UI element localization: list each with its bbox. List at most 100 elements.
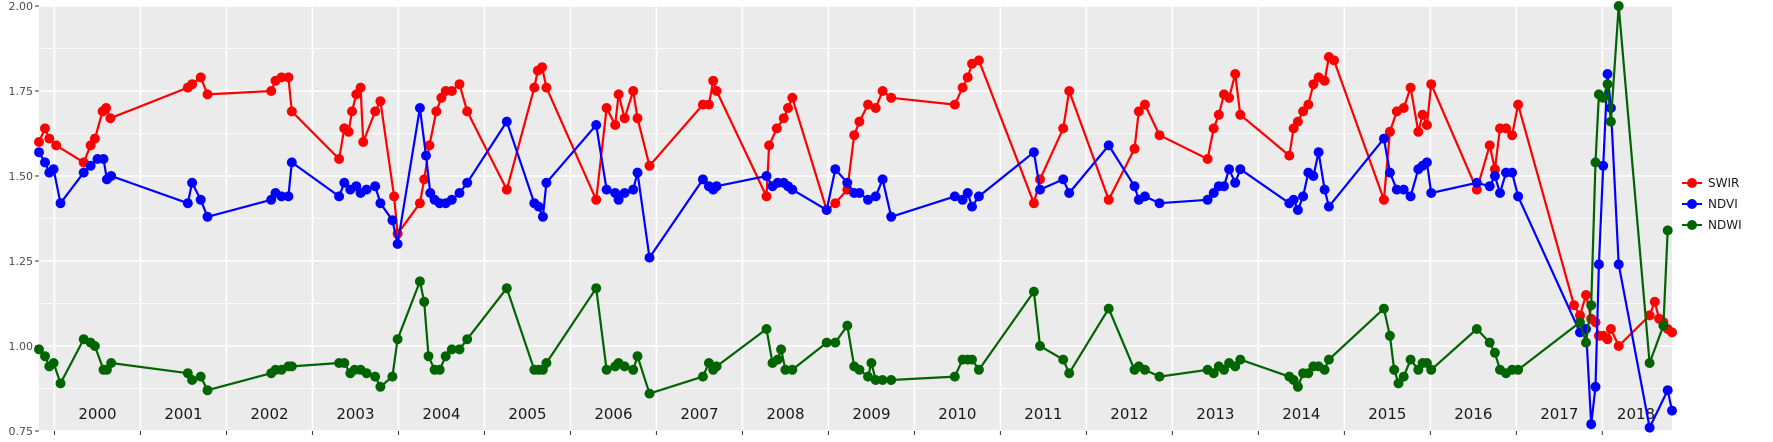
year-label: 2014: [1282, 405, 1320, 423]
data-point-ndvi: [501, 116, 512, 127]
data-point-ndvi: [537, 211, 548, 222]
data-point-swir: [1139, 99, 1150, 110]
data-point-ndwi: [34, 344, 44, 355]
data-point-swir: [454, 79, 465, 90]
data-point-ndvi: [711, 181, 722, 192]
data-point-ndvi: [1495, 188, 1505, 198]
grid-lines: [39, 5, 1672, 432]
data-point-ndwi: [1644, 358, 1655, 368]
year-label: 2010: [938, 405, 976, 423]
data-point-ndvi: [48, 164, 59, 175]
data-point-ndvi: [446, 194, 457, 205]
data-point-ndvi: [1471, 177, 1482, 188]
data-point-ndvi: [1064, 188, 1075, 198]
data-point-ndwi: [195, 371, 206, 382]
data-point-swir: [501, 184, 512, 195]
data-point-swir: [105, 113, 116, 124]
data-point-ndwi: [434, 364, 445, 375]
data-point-swir: [375, 96, 386, 107]
data-point-swir: [1613, 341, 1624, 351]
data-point-ndvi: [1308, 171, 1319, 181]
data-point-ndwi: [644, 388, 655, 399]
data-point-swir: [462, 106, 473, 117]
data-point-swir: [1378, 194, 1389, 205]
data-point-swir: [1405, 82, 1416, 93]
data-point-ndwi: [1471, 324, 1482, 334]
data-point-ndwi: [1389, 364, 1400, 375]
data-point-ndwi: [821, 337, 832, 348]
data-point-ndvi: [949, 191, 960, 202]
data-point-ndvi: [1058, 174, 1069, 185]
data-point-swir: [446, 86, 457, 96]
data-point-swir: [1298, 106, 1309, 117]
data-point-ndvi: [613, 194, 624, 205]
data-point-swir: [1129, 143, 1140, 154]
data-point-ndvi: [1224, 164, 1235, 175]
data-point-swir: [1417, 109, 1428, 120]
data-point-swir: [711, 86, 722, 96]
data-point-swir: [632, 113, 643, 124]
data-point-swir: [266, 86, 277, 96]
data-point-swir: [628, 86, 639, 96]
data-point-swir: [1329, 55, 1339, 66]
data-point-ndvi: [1319, 184, 1330, 195]
legend-label-ndvi: NDVI: [1708, 197, 1738, 211]
data-point-ndwi: [1598, 92, 1609, 103]
data-point-swir: [1569, 300, 1579, 311]
legend-marker-ndwi: [1687, 220, 1697, 230]
data-point-swir: [40, 123, 50, 134]
data-point-ndvi: [1035, 184, 1045, 195]
legend-marker-swir: [1687, 178, 1697, 188]
series-ndwi: [34, 1, 1673, 399]
data-point-ndwi: [1028, 286, 1039, 297]
data-point-ndvi: [387, 215, 398, 226]
y-tick-label: 1.00: [9, 340, 34, 353]
data-point-ndwi: [1139, 364, 1150, 375]
data-point-swir: [1208, 123, 1219, 134]
year-label: 2006: [594, 405, 632, 423]
year-label: 2008: [766, 405, 804, 423]
year-labels: 2000 2001 2002 2003 2004 2005 2006 2007 2008 2009…: [78, 405, 1655, 423]
year-label: 2009: [852, 405, 890, 423]
data-point-swir: [34, 137, 44, 147]
data-point-swir: [783, 103, 793, 113]
data-point-swir: [1644, 310, 1655, 321]
data-point-ndvi: [182, 198, 193, 209]
data-point-swir: [1292, 116, 1303, 127]
data-point-swir: [389, 191, 400, 202]
data-point-ndvi: [1313, 147, 1324, 158]
data-point-swir: [1308, 79, 1319, 90]
data-point-ndwi: [1575, 317, 1585, 328]
series-ndvi: [34, 69, 1677, 433]
data-point-swir: [334, 154, 345, 164]
data-point-ndvi: [78, 167, 89, 178]
data-point-swir: [973, 55, 984, 66]
data-point-swir: [1154, 130, 1165, 141]
data-point-swir: [1581, 290, 1591, 300]
data-point-ndwi: [1590, 157, 1601, 168]
y-tick-label: 1.75: [9, 85, 34, 98]
data-point-ndvi: [1129, 181, 1140, 192]
data-point-ndwi: [1292, 381, 1303, 392]
y-tick-label: 1.25: [9, 255, 34, 268]
data-point-ndvi: [830, 164, 841, 175]
data-point-ndwi: [842, 320, 853, 331]
data-point-ndwi: [1513, 364, 1524, 375]
data-point-ndvi: [628, 184, 639, 195]
data-point-ndwi: [454, 344, 465, 355]
data-point-ndwi: [1489, 347, 1500, 358]
data-point-ndvi: [957, 194, 968, 205]
data-point-ndvi: [361, 184, 372, 195]
data-point-ndvi: [1103, 140, 1114, 151]
data-point-ndwi: [1658, 320, 1669, 331]
data-point-ndwi: [601, 364, 612, 375]
data-point-swir: [1421, 120, 1432, 130]
data-point-swir: [591, 194, 602, 205]
data-point-ndwi: [877, 375, 888, 385]
data-point-swir: [1667, 327, 1677, 338]
data-point-ndwi: [1605, 116, 1616, 127]
data-point-ndwi: [541, 358, 552, 368]
data-point-ndwi: [1581, 337, 1591, 348]
data-point-ndvi: [1391, 184, 1402, 195]
data-point-swir: [1235, 109, 1246, 120]
